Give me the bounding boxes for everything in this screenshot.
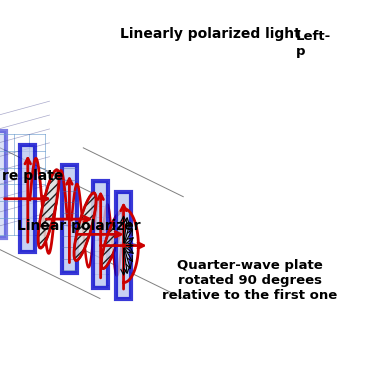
Text: Linearly polarized light: Linearly polarized light bbox=[120, 27, 301, 41]
Text: Left-
p: Left- p bbox=[296, 30, 331, 58]
Polygon shape bbox=[116, 192, 131, 299]
Polygon shape bbox=[0, 131, 6, 238]
Ellipse shape bbox=[38, 170, 59, 248]
Polygon shape bbox=[20, 145, 35, 253]
Text: Linear polarizer: Linear polarizer bbox=[17, 219, 140, 233]
Text: re plate: re plate bbox=[2, 169, 63, 183]
Ellipse shape bbox=[74, 193, 96, 261]
Polygon shape bbox=[62, 165, 77, 273]
Text: Quarter-wave plate
rotated 90 degrees
relative to the first one: Quarter-wave plate rotated 90 degrees re… bbox=[162, 259, 337, 302]
Polygon shape bbox=[93, 181, 108, 288]
Ellipse shape bbox=[101, 212, 123, 269]
